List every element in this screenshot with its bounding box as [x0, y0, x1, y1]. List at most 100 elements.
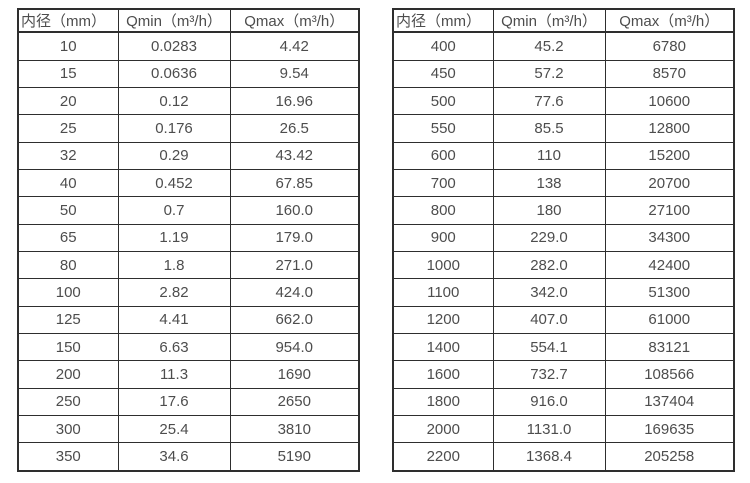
- table-cell-qmax: 3810: [229, 414, 360, 444]
- table-cell-qmin: 6.63: [117, 332, 231, 362]
- table-row: 350 34.6 5190: [17, 442, 360, 472]
- table-cell-qmin: 85.5: [492, 114, 606, 143]
- table-row: 2000 1131.0 169635: [392, 414, 735, 444]
- table-cell-diameter: 450: [392, 59, 494, 88]
- table-cell-qmin: 1.19: [117, 223, 231, 252]
- table-cell-qmax: 27100: [604, 196, 735, 225]
- table-cell-qmax: 205258: [604, 442, 735, 472]
- table-cell-qmin: 282.0: [492, 250, 606, 280]
- table-cell-diameter: 1000: [392, 250, 494, 280]
- table-cell-diameter: 550: [392, 114, 494, 143]
- table-row: 1200 407.0 61000: [392, 305, 735, 334]
- table-row: 1400 554.1 83121: [392, 332, 735, 362]
- table-cell-qmin: 0.7: [117, 196, 231, 225]
- table-row: 2200 1368.4 205258: [392, 442, 735, 472]
- table-cell-diameter: 50: [17, 196, 119, 225]
- table-cell-diameter: 350: [17, 442, 119, 472]
- table-cell-qmin: 45.2: [492, 31, 606, 61]
- table-row: 1800 916.0 137404: [392, 387, 735, 416]
- table-row: 900 229.0 34300: [392, 223, 735, 252]
- table-cell-qmax: 662.0: [229, 305, 360, 334]
- table-cell-qmax: 1690: [229, 360, 360, 389]
- table-cell-qmax: 10600: [604, 86, 735, 116]
- table-cell-qmin: 25.4: [117, 414, 231, 444]
- table-cell-qmax: 2650: [229, 387, 360, 416]
- table-cell-diameter: 32: [17, 141, 119, 170]
- table-cell-qmax: 137404: [604, 387, 735, 416]
- table-row: 800 180 27100: [392, 196, 735, 225]
- table-cell-qmin: 554.1: [492, 332, 606, 362]
- table-row: 40 0.452 67.85: [17, 168, 360, 198]
- table-cell-qmax: 5190: [229, 442, 360, 472]
- table-cell-qmax: 424.0: [229, 278, 360, 307]
- table-cell-qmin: 2.82: [117, 278, 231, 307]
- table-row: 450 57.2 8570: [392, 59, 735, 88]
- header-cell-diameter: 内径（mm）: [17, 8, 119, 33]
- table-cell-qmax: 108566: [604, 360, 735, 389]
- header-cell-qmin: Qmin（m³/h）: [117, 8, 231, 33]
- table-cell-diameter: 65: [17, 223, 119, 252]
- table-cell-diameter: 40: [17, 168, 119, 198]
- table-cell-qmax: 51300: [604, 278, 735, 307]
- table-cell-qmin: 1131.0: [492, 414, 606, 444]
- table-row: 32 0.29 43.42: [17, 141, 360, 170]
- table-row: 50 0.7 160.0: [17, 196, 360, 225]
- table-cell-qmin: 180: [492, 196, 606, 225]
- table-cell-qmin: 0.0636: [117, 59, 231, 88]
- table-cell-qmax: 12800: [604, 114, 735, 143]
- table-cell-diameter: 700: [392, 168, 494, 198]
- table-cell-qmin: 0.29: [117, 141, 231, 170]
- table-row: 80 1.8 271.0: [17, 250, 360, 280]
- table-cell-qmax: 16.96: [229, 86, 360, 116]
- table-cell-diameter: 200: [17, 360, 119, 389]
- table-cell-qmin: 407.0: [492, 305, 606, 334]
- table-cell-diameter: 300: [17, 414, 119, 444]
- table-cell-diameter: 1800: [392, 387, 494, 416]
- table-cell-qmin: 4.41: [117, 305, 231, 334]
- table-cell-qmin: 1368.4: [492, 442, 606, 472]
- table-cell-qmin: 0.12: [117, 86, 231, 116]
- table-cell-qmin: 17.6: [117, 387, 231, 416]
- table-cell-diameter: 15: [17, 59, 119, 88]
- table-row: 125 4.41 662.0: [17, 305, 360, 334]
- table-row: 15 0.0636 9.54: [17, 59, 360, 88]
- table-cell-diameter: 20: [17, 86, 119, 116]
- table-cell-diameter: 25: [17, 114, 119, 143]
- table-row: 65 1.19 179.0: [17, 223, 360, 252]
- table-row: 500 77.6 10600: [392, 86, 735, 116]
- table-row: 400 45.2 6780: [392, 31, 735, 61]
- table-cell-qmin: 1.8: [117, 250, 231, 280]
- table-cell-diameter: 600: [392, 141, 494, 170]
- table-cell-qmax: 954.0: [229, 332, 360, 362]
- table-cell-qmin: 342.0: [492, 278, 606, 307]
- table-cell-qmax: 4.42: [229, 31, 360, 61]
- table-cell-qmin: 0.176: [117, 114, 231, 143]
- table-cell-diameter: 10: [17, 31, 119, 61]
- table-cell-qmax: 179.0: [229, 223, 360, 252]
- table-row: 300 25.4 3810: [17, 414, 360, 444]
- table-row: 150 6.63 954.0: [17, 332, 360, 362]
- header-cell-qmax: Qmax（m³/h）: [604, 8, 735, 33]
- table-cell-qmax: 271.0: [229, 250, 360, 280]
- table-cell-qmax: 43.42: [229, 141, 360, 170]
- table-cell-qmax: 15200: [604, 141, 735, 170]
- table-cell-qmax: 42400: [604, 250, 735, 280]
- table-cell-diameter: 80: [17, 250, 119, 280]
- flow-range-table-small-diameters: 内径（mm） Qmin（m³/h） Qmax（m³/h） 10 0.0283 4.42 15…: [17, 8, 360, 472]
- table-cell-qmin: 77.6: [492, 86, 606, 116]
- table-row: 25 0.176 26.5: [17, 114, 360, 143]
- header-cell-qmax: Qmax（m³/h）: [229, 8, 360, 33]
- table-cell-qmin: 110: [492, 141, 606, 170]
- table-cell-diameter: 800: [392, 196, 494, 225]
- table-cell-diameter: 100: [17, 278, 119, 307]
- table-cell-diameter: 1400: [392, 332, 494, 362]
- flow-range-table-large-diameters: 内径（mm） Qmin（m³/h） Qmax（m³/h） 400 45.2 6780 450…: [392, 8, 735, 472]
- header-row: 内径（mm） Qmin（m³/h） Qmax（m³/h）: [17, 8, 360, 33]
- table-row: 250 17.6 2650: [17, 387, 360, 416]
- table-row: 100 2.82 424.0: [17, 278, 360, 307]
- table-cell-qmin: 57.2: [492, 59, 606, 88]
- table-cell-diameter: 1200: [392, 305, 494, 334]
- table-row: 200 11.3 1690: [17, 360, 360, 389]
- table-cell-diameter: 150: [17, 332, 119, 362]
